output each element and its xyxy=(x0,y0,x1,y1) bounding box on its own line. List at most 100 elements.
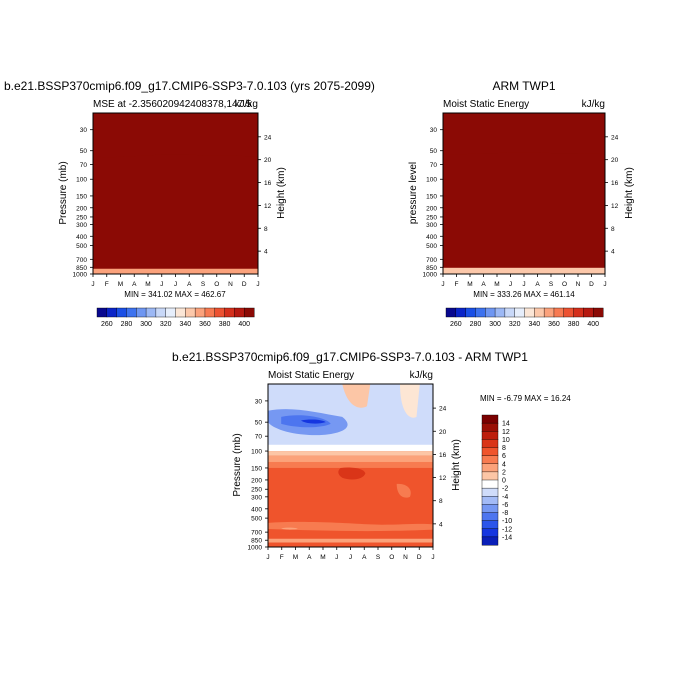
diff-positive-top xyxy=(342,384,371,408)
x-tick-label: M xyxy=(467,281,472,288)
mse-contour-band-405 xyxy=(443,152,605,274)
x-tick-label: J xyxy=(335,554,338,561)
panel-model-stats: MIN = 341.02 MAX = 462.67 xyxy=(124,290,226,299)
panel-model-y-axis-label: Pressure (mb) xyxy=(58,161,69,224)
colorbar-label: 360 xyxy=(199,321,211,328)
y-tick-label: 250 xyxy=(251,487,262,494)
colorbar-swatch xyxy=(573,307,584,318)
colorbar-swatch xyxy=(175,307,186,318)
x-tick-label: A xyxy=(132,281,137,288)
colorbar-swatch xyxy=(165,307,177,318)
x-tick-label: A xyxy=(362,554,367,561)
colorbar-swatch xyxy=(214,307,226,318)
panel-obs-plot xyxy=(443,113,605,274)
y-tick-label: 50 xyxy=(255,420,263,427)
y2-tick-label: 24 xyxy=(264,134,272,141)
x-tick-label: J xyxy=(160,281,163,288)
y2-tick-label: 8 xyxy=(264,226,268,233)
y-tick-label: 300 xyxy=(251,494,262,501)
x-tick-label: J xyxy=(256,281,259,288)
colorbar-label: -8 xyxy=(502,510,508,517)
x-tick-label: D xyxy=(242,281,247,288)
panel-obs: ARM TWP1 Moist Static Energy kJ/kg 30 50 7… xyxy=(408,79,635,328)
x-tick-label: A xyxy=(535,281,540,288)
colorbar-swatch xyxy=(126,307,137,318)
mse-surface-band xyxy=(443,267,605,274)
y2-tick-label: 4 xyxy=(611,249,615,256)
colorbar-label: 400 xyxy=(238,321,250,328)
x-tick-label: N xyxy=(576,281,581,288)
y-tick-label: 150 xyxy=(426,193,437,200)
y2-tick-label: 20 xyxy=(611,157,619,164)
x-tick-label: M xyxy=(320,554,325,561)
colorbar-label: -2 xyxy=(502,486,508,493)
x-tick-label: A xyxy=(307,554,312,561)
colorbar-swatch xyxy=(485,307,496,318)
y-tick-label: 70 xyxy=(80,162,88,169)
y2-tick-label: 20 xyxy=(439,429,447,436)
colorbar-label: 320 xyxy=(509,321,521,328)
y-tick-label: 1000 xyxy=(248,545,263,552)
y-tick-label: 400 xyxy=(76,234,87,241)
x-tick-label: J xyxy=(441,281,444,288)
colorbar-label: -4 xyxy=(502,494,508,501)
colorbar-swatch xyxy=(455,307,467,318)
colorbar-swatch xyxy=(136,307,147,318)
colorbar-swatch xyxy=(185,307,196,318)
colorbar-label: 6 xyxy=(502,453,506,460)
panel-model-colorbar: 260 280 300 320 340 360 380 400 xyxy=(96,307,255,328)
x-tick-label: J xyxy=(509,281,512,288)
panel-obs-title: ARM TWP1 xyxy=(492,79,555,93)
x-tick-label: J xyxy=(522,281,525,288)
x-tick-label: J xyxy=(603,281,606,288)
y-tick-label: 250 xyxy=(426,214,437,221)
colorbar-label: 340 xyxy=(528,321,540,328)
colorbar-swatch xyxy=(494,307,506,318)
colorbar-label: 340 xyxy=(179,321,191,328)
x-tick-label: M xyxy=(145,281,150,288)
x-tick-label: A xyxy=(481,281,486,288)
y-tick-label: 250 xyxy=(76,214,87,221)
colorbar-label: 2 xyxy=(502,469,506,476)
colorbar-swatch xyxy=(481,520,499,530)
diff-positive-top-right xyxy=(400,384,420,418)
colorbar-swatch xyxy=(155,307,167,318)
colorbar-label: 0 xyxy=(502,478,506,485)
colorbar-swatch xyxy=(504,307,516,318)
y2-tick-label: 16 xyxy=(611,180,619,187)
colorbar-swatch xyxy=(481,512,499,522)
panel-diff-left-label: Moist Static Energy xyxy=(268,370,354,381)
colorbar-label: 300 xyxy=(489,321,501,328)
diff-transition-3 xyxy=(268,461,433,468)
diff-surface-band-2 xyxy=(268,542,433,547)
colorbar-swatch xyxy=(481,479,499,489)
colorbar-label: 400 xyxy=(587,321,599,328)
x-tick-label: F xyxy=(105,281,109,288)
y2-tick-label: 12 xyxy=(611,203,619,210)
colorbar-swatch xyxy=(583,307,594,318)
y-tick-label: 500 xyxy=(426,243,437,250)
colorbar-swatch xyxy=(481,463,499,473)
y-tick-label: 300 xyxy=(426,222,437,229)
y2-tick-label: 8 xyxy=(439,498,443,505)
colorbar-swatch xyxy=(481,504,499,514)
x-tick-label: N xyxy=(403,554,408,561)
diff-negative-min xyxy=(301,419,326,424)
y-tick-label: 700 xyxy=(251,530,262,537)
x-tick-label: J xyxy=(431,554,434,561)
colorbar-swatch xyxy=(116,307,127,318)
x-tick-label: J xyxy=(174,281,177,288)
panel-diff-y-axis-label: Pressure (mb) xyxy=(232,433,243,496)
colorbar-swatch xyxy=(481,414,499,424)
colorbar-swatch xyxy=(481,487,499,497)
panel-obs-colorbar: 260 280 300 320 340 360 380 400 xyxy=(445,307,604,328)
colorbar-label: 320 xyxy=(160,321,172,328)
colorbar-label: -14 xyxy=(502,534,512,541)
x-tick-label: S xyxy=(549,281,554,288)
colorbar-label: 300 xyxy=(140,321,152,328)
colorbar-swatch xyxy=(514,307,526,318)
